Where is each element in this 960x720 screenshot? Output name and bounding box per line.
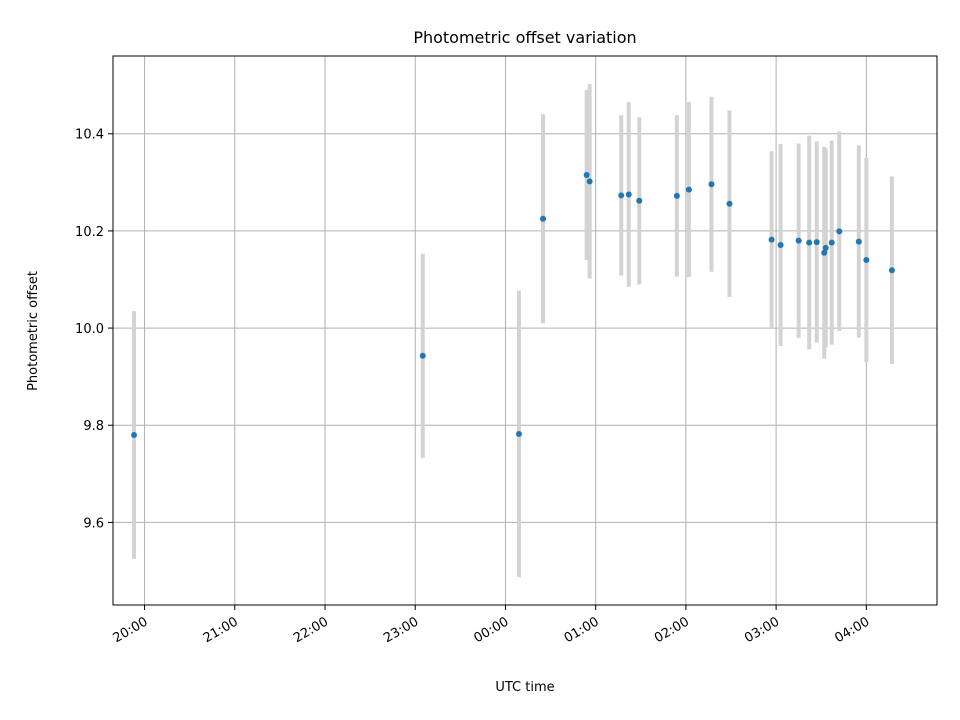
data-point (708, 181, 715, 188)
data-point (888, 267, 895, 274)
data-point (806, 239, 813, 246)
data-points (131, 172, 895, 438)
data-point (540, 215, 547, 222)
x-tick-label: 00:00 (472, 614, 512, 646)
data-point (625, 191, 632, 198)
y-tick-label: 10.0 (75, 322, 104, 337)
chart-title: Photometric offset variation (413, 28, 636, 47)
data-point (777, 241, 784, 248)
y-tick-label: 10.2 (75, 225, 104, 240)
data-point (583, 172, 590, 179)
data-point (131, 431, 138, 438)
data-point (813, 239, 820, 246)
data-point (685, 186, 692, 193)
x-tick-label: 21:00 (201, 614, 241, 646)
y-axis-label: Photometric offset (26, 271, 41, 391)
data-point (863, 257, 870, 264)
x-tick-label: 20:00 (111, 614, 151, 646)
x-axis-ticks: 20:00 21:00 22:00 23:00 00:00 01:00 02:00 03:00… (111, 605, 872, 646)
plot-frame (112, 55, 938, 606)
data-point (795, 237, 802, 244)
grid (113, 56, 937, 605)
data-point (636, 197, 643, 204)
data-point (828, 239, 835, 246)
x-tick-label: 01:00 (562, 614, 602, 646)
y-axis-ticks: 9.6 9.8 10.0 10.2 10.4 (75, 128, 113, 531)
x-tick-label: 04:00 (832, 614, 872, 646)
data-point (586, 178, 593, 185)
data-point (822, 244, 829, 251)
x-tick-label: 03:00 (742, 614, 782, 646)
data-point (855, 238, 862, 245)
errorbars (132, 84, 894, 578)
y-tick-label: 9.8 (83, 419, 104, 434)
data-point (726, 200, 733, 207)
data-point (515, 430, 522, 437)
data-point (768, 236, 775, 243)
data-point (673, 192, 680, 199)
x-tick-label: 23:00 (381, 614, 421, 646)
data-point (836, 228, 843, 235)
x-axis-label: UTC time (495, 680, 554, 695)
data-point (821, 249, 828, 256)
y-tick-label: 10.4 (75, 128, 104, 143)
data-point (419, 352, 426, 359)
x-tick-label: 02:00 (652, 614, 692, 646)
x-tick-label: 22:00 (291, 614, 331, 646)
y-tick-label: 9.6 (83, 516, 104, 531)
data-point (618, 192, 625, 199)
